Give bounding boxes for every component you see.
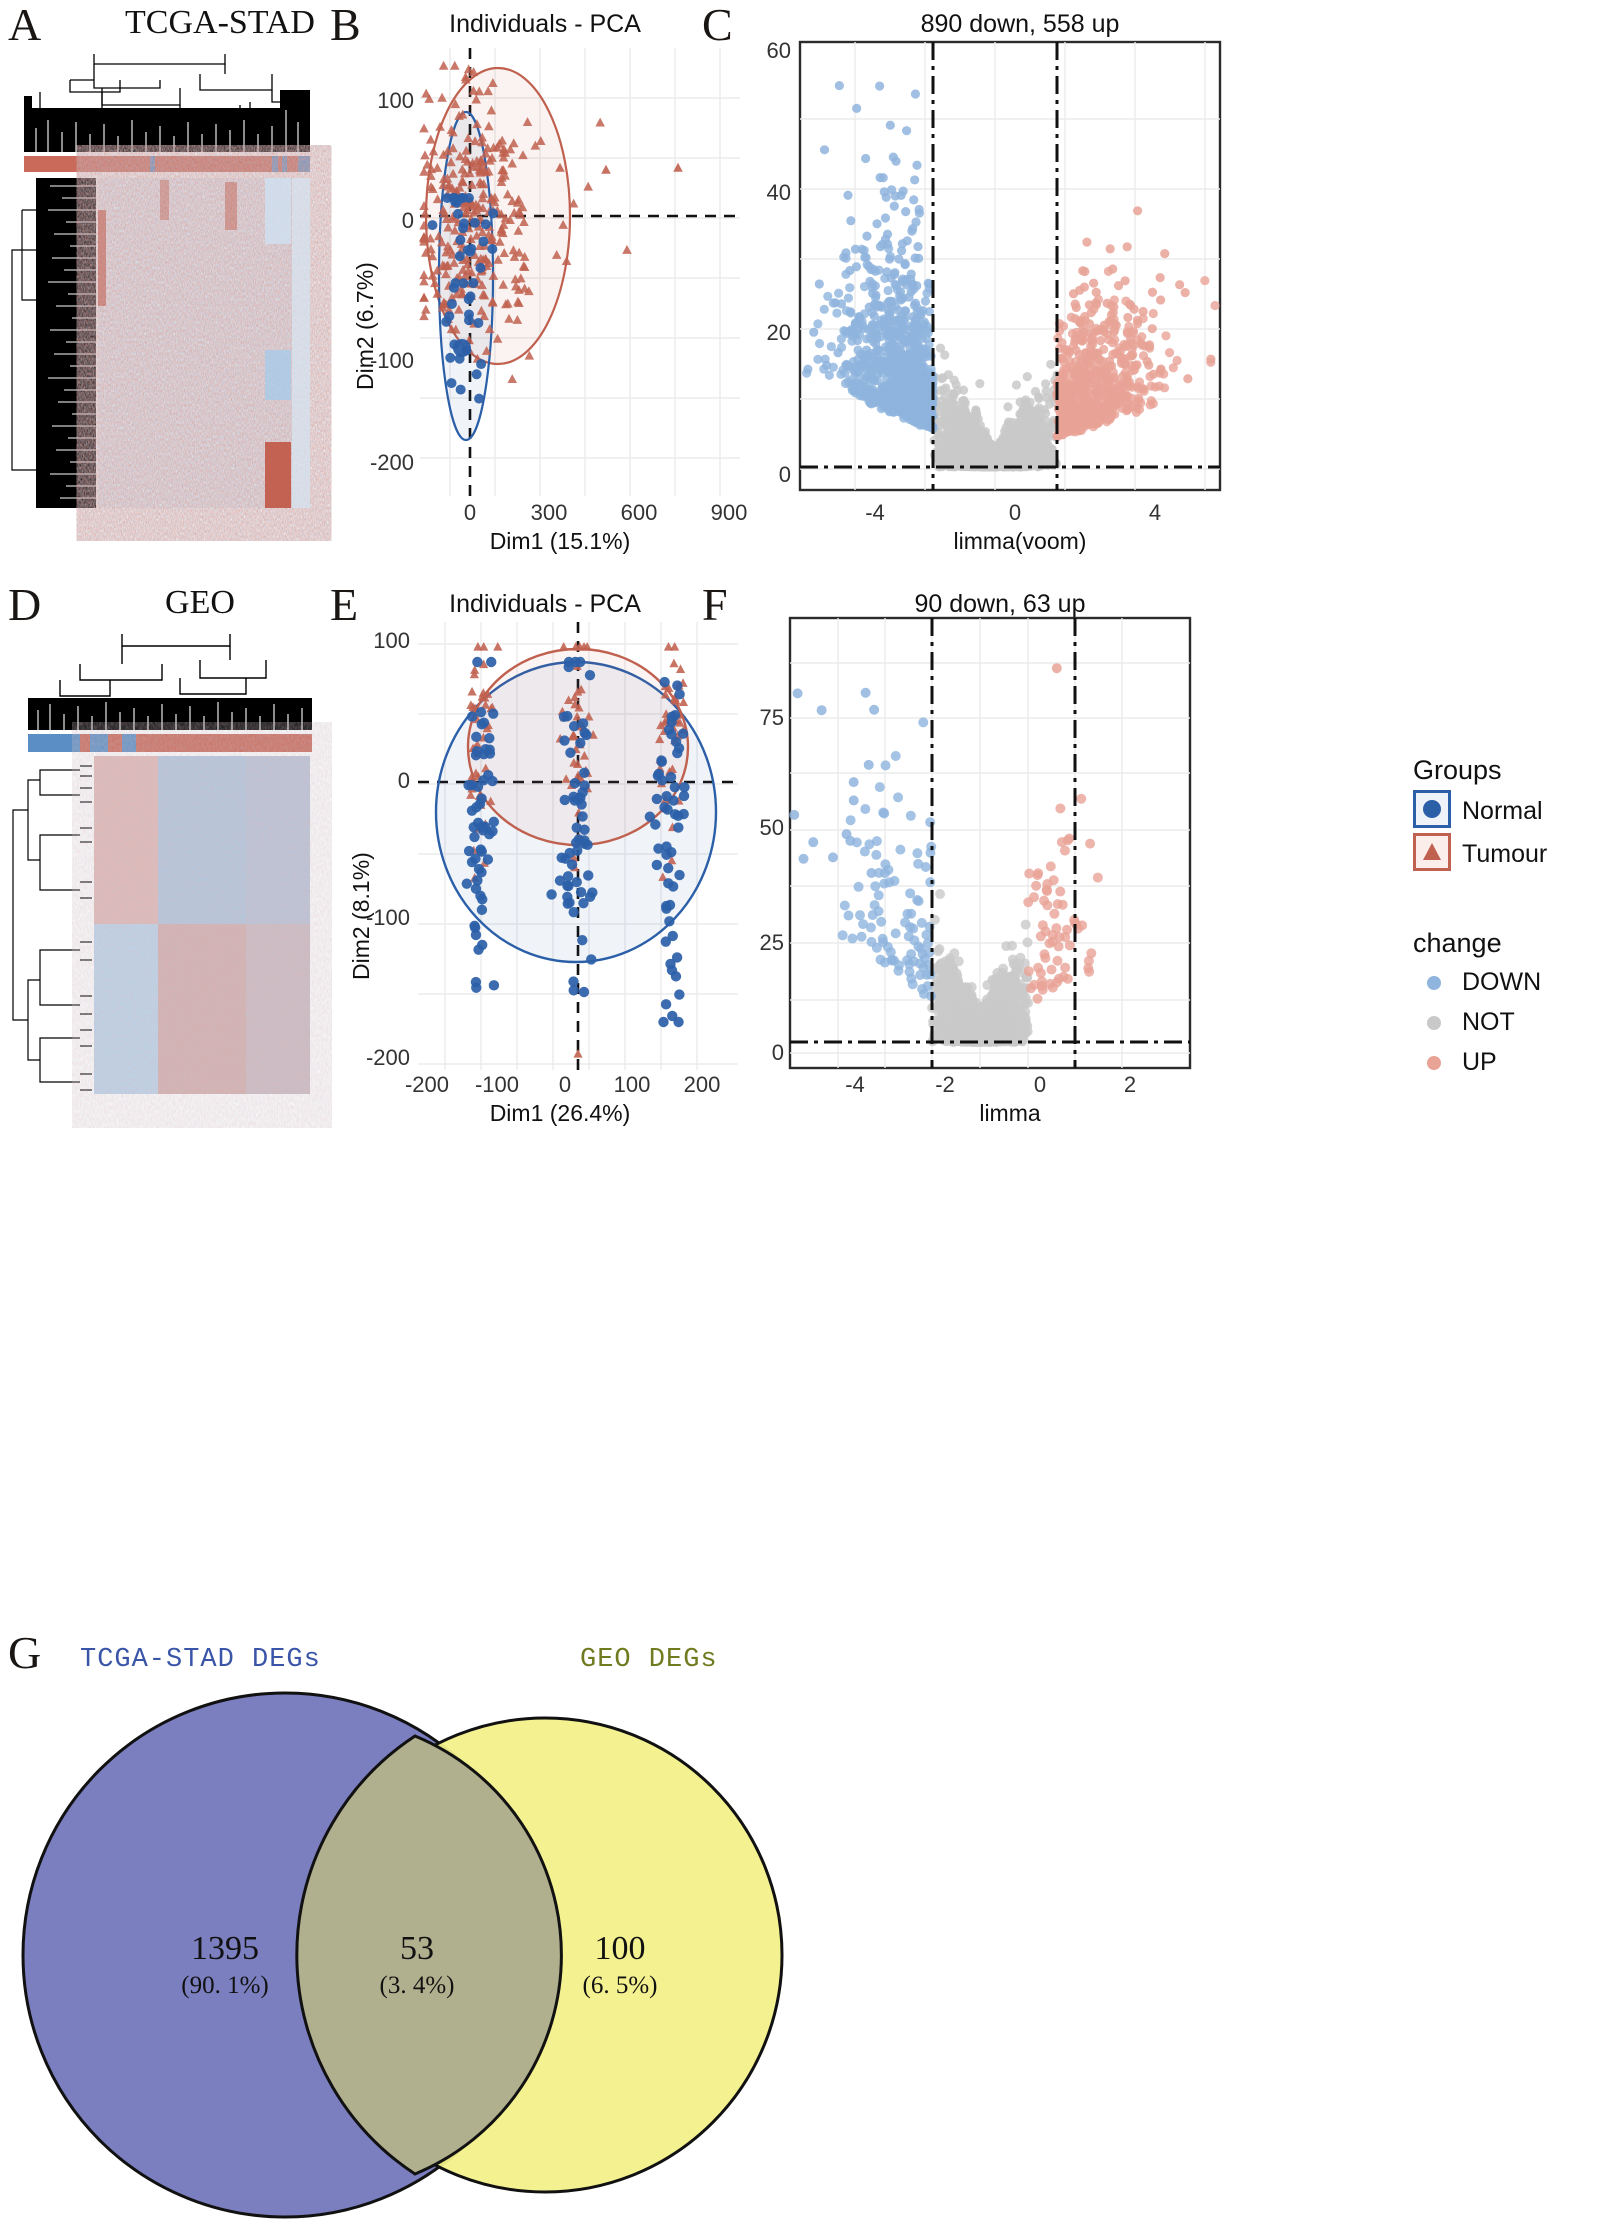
venn-intersection-pct: (3. 4%) [379, 1972, 455, 1999]
panel-b-title: Individuals - PCA [449, 10, 641, 38]
column-dendrogram-dense [28, 698, 312, 730]
panel-letter-d: D [8, 579, 42, 630]
panel-f-xtick-1: -2 [935, 1072, 955, 1097]
panel-c-xlabel: limma(voom) [953, 528, 1087, 554]
panel-c-ytick-0: 60 [766, 38, 791, 63]
legend-change-title: change [1413, 928, 1502, 958]
panel-letter-e: E [330, 579, 359, 630]
panel-e-normal-points [461, 656, 690, 1028]
legend-label-normal: Normal [1462, 797, 1543, 825]
panel-letter-f: F [702, 579, 728, 630]
legend-dot-down[interactable] [1424, 973, 1444, 993]
panel-f-ytick-2: 25 [759, 930, 784, 955]
panel-c-xtick-1: 0 [1008, 500, 1022, 525]
panel-f-ytick-0: 75 [759, 705, 784, 730]
panel-b-xlabel: Dim1 (15.1%) [489, 528, 631, 554]
panel-f-ytick-3: 0 [771, 1040, 784, 1065]
legend-key-normal[interactable] [1413, 790, 1451, 828]
panel-f-title: 90 down, 63 up [914, 590, 1086, 618]
panel-b-xtick-2: 600 [620, 500, 658, 525]
panel-f-xtick-0: -4 [845, 1072, 865, 1097]
panel-letter-c: C [702, 0, 733, 50]
venn-diagram [21, 1691, 784, 2219]
venn-intersection [295, 1734, 563, 2176]
panel-d-title: GEO [165, 584, 235, 621]
panel-letter-b: B [330, 0, 361, 50]
legend-label-tumour: Tumour [1462, 840, 1548, 868]
panel-letter-a: A [8, 0, 42, 50]
venn-right-label: GEO DEGs [580, 1645, 718, 1675]
legend-label-not: NOT [1462, 1008, 1515, 1036]
venn-intersection-count: 53 [400, 1930, 434, 1967]
panel-e-plot [418, 622, 738, 1070]
column-annotation-bar [28, 734, 312, 752]
panel-b-xtick-1: 300 [530, 500, 568, 525]
panel-c-ytick-3: 0 [778, 462, 791, 487]
column-dendrogram-dense [24, 90, 310, 152]
panel-e-xtick-2: 0 [558, 1072, 572, 1097]
venn-right-pct: (6. 5%) [582, 1972, 658, 1999]
panel-c-ytick-1: 40 [766, 180, 791, 205]
panel-b-ytick-2: -100 [369, 348, 414, 373]
panel-d-heatmap [12, 634, 312, 1094]
heatmap-body [94, 756, 310, 1094]
panel-e-ytick-1: 0 [397, 768, 410, 793]
venn-left-count: 1395 [191, 1930, 259, 1967]
row-dendrogram [11, 178, 96, 508]
panel-e-ytick-3: -200 [365, 1045, 410, 1070]
row-dendrogram [12, 765, 92, 1091]
panel-f-plot [788, 616, 1192, 1070]
heatmap-body [98, 178, 310, 508]
panel-b-ytick-0: 100 [377, 88, 414, 113]
panel-c-ytick-2: 20 [766, 320, 791, 345]
panel-letter-g: G [8, 1627, 42, 1678]
panel-b-plot [419, 48, 740, 496]
panel-f-xlabel: limma [979, 1100, 1041, 1126]
legend-label-down: DOWN [1462, 968, 1542, 996]
panel-b-ytick-3: -200 [369, 450, 414, 475]
panel-f-xtick-2: 0 [1033, 1072, 1047, 1097]
panel-b-xtick-0: 0 [463, 500, 477, 525]
panel-e-xtick-3: 100 [613, 1072, 651, 1097]
panel-e-ytick-0: 100 [373, 628, 410, 653]
panel-a-heatmap [11, 54, 310, 508]
panel-f-xtick-3: 2 [1123, 1072, 1137, 1097]
panel-e-xtick-4: 200 [683, 1072, 721, 1097]
panel-b-xtick-3: 900 [710, 500, 748, 525]
panel-b-normal-points [427, 193, 499, 404]
panel-c-xtick-0: -4 [865, 500, 885, 525]
panel-e-xtick-1: -100 [474, 1072, 520, 1097]
panel-e-ytick-2: -100 [365, 905, 410, 930]
legend-dot-up[interactable] [1424, 1053, 1444, 1073]
column-dendrogram [59, 634, 267, 697]
panel-a-title: TCGA-STAD [125, 4, 315, 41]
panel-c-title: 890 down, 558 up [920, 10, 1120, 38]
venn-left-label: TCGA-STAD DEGs [80, 1645, 321, 1675]
column-annotation-bar [24, 156, 310, 172]
legend-groups-title: Groups [1413, 755, 1502, 785]
legend-key-tumour[interactable] [1413, 833, 1451, 871]
panel-e-xtick-0: -200 [404, 1072, 450, 1097]
panel-f-ytick-1: 50 [759, 815, 784, 840]
legend-dot-not[interactable] [1424, 1013, 1444, 1033]
panel-e-title: Individuals - PCA [449, 590, 641, 618]
venn-left-pct: (90. 1%) [181, 1972, 269, 1999]
venn-right-count: 100 [594, 1930, 646, 1967]
panel-b-ytick-1: 0 [401, 208, 414, 233]
panel-c-plot [798, 40, 1222, 492]
panel-e-xlabel: Dim1 (26.4%) [489, 1100, 631, 1126]
panel-c-xtick-2: 4 [1148, 500, 1162, 525]
legend-label-up: UP [1462, 1048, 1497, 1076]
